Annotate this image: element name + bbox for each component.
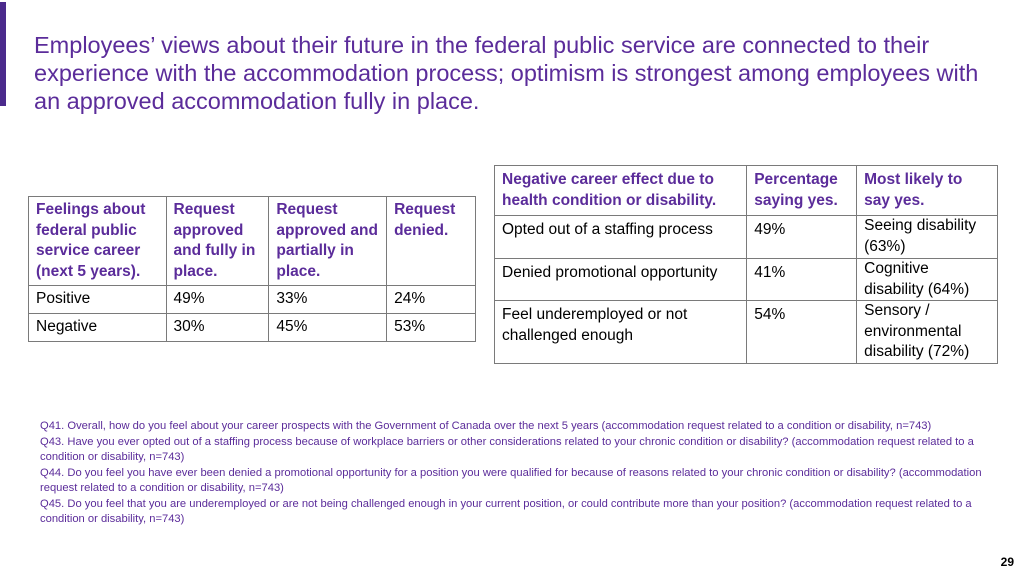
table-cell: 33% bbox=[268, 285, 388, 314]
table-header-row: Feelings about federal public service ca… bbox=[28, 196, 476, 286]
table-cell: 24% bbox=[386, 285, 476, 314]
footnotes: Q41. Overall, how do you feel about your… bbox=[40, 419, 1000, 528]
table-header-row: Negative career effect due to health con… bbox=[493, 165, 998, 216]
table-cell: 53% bbox=[386, 313, 476, 342]
footnote: Q43. Have you ever opted out of a staffi… bbox=[40, 435, 974, 464]
column-header: Request approved and fully in place. bbox=[165, 196, 270, 286]
table-cell: Negative bbox=[28, 313, 167, 342]
table-cell: Opted out of a staffing process bbox=[493, 215, 748, 259]
table-cell: Positive bbox=[28, 285, 167, 314]
footnote: Q41. Overall, how do you feel about your… bbox=[40, 420, 932, 432]
table-cell: Feel underemployed or not challenged eno… bbox=[493, 300, 748, 364]
table-row: Positive 49% 33% 24% bbox=[28, 285, 476, 314]
table-cell: Cognitive disability (64%) bbox=[856, 258, 998, 301]
slide-title: Employees’ views about their future in t… bbox=[34, 32, 979, 114]
table-row: Negative 30% 45% 53% bbox=[28, 313, 476, 342]
table-row: Opted out of a staffing process 49% Seei… bbox=[493, 215, 998, 259]
table-cell: 49% bbox=[746, 215, 858, 259]
column-header: Request denied. bbox=[386, 196, 476, 286]
column-header: Feelings about federal public service ca… bbox=[28, 196, 167, 286]
table-cell: Sensory / environmental disability (72%) bbox=[856, 300, 998, 364]
table-row: Denied promotional opportunity 41% Cogni… bbox=[493, 258, 998, 301]
accent-bar bbox=[0, 2, 6, 106]
table-cell: Denied promotional opportunity bbox=[493, 258, 748, 301]
footnote: Q44. Do you feel you have ever been deni… bbox=[40, 466, 982, 495]
footnote: Q45. Do you feel that you are underemplo… bbox=[40, 497, 972, 526]
table-cell: 54% bbox=[746, 300, 858, 364]
table-cell: 30% bbox=[165, 313, 270, 342]
table-row: Feel underemployed or not challenged eno… bbox=[493, 300, 998, 364]
column-header: Request approved and partially in place. bbox=[268, 196, 388, 286]
table-cell: 45% bbox=[268, 313, 388, 342]
table-cell: Seeing disability (63%) bbox=[856, 215, 998, 259]
column-header: Most likely to say yes. bbox=[856, 165, 998, 216]
negative-effects-table: Negative career effect due to health con… bbox=[493, 165, 998, 364]
table-cell: 41% bbox=[746, 258, 858, 301]
column-header: Percentage saying yes. bbox=[746, 165, 858, 216]
career-feelings-table: Feelings about federal public service ca… bbox=[28, 196, 476, 342]
page-number: 29 bbox=[1000, 555, 1014, 569]
table-cell: 49% bbox=[165, 285, 270, 314]
column-header: Negative career effect due to health con… bbox=[493, 165, 748, 216]
